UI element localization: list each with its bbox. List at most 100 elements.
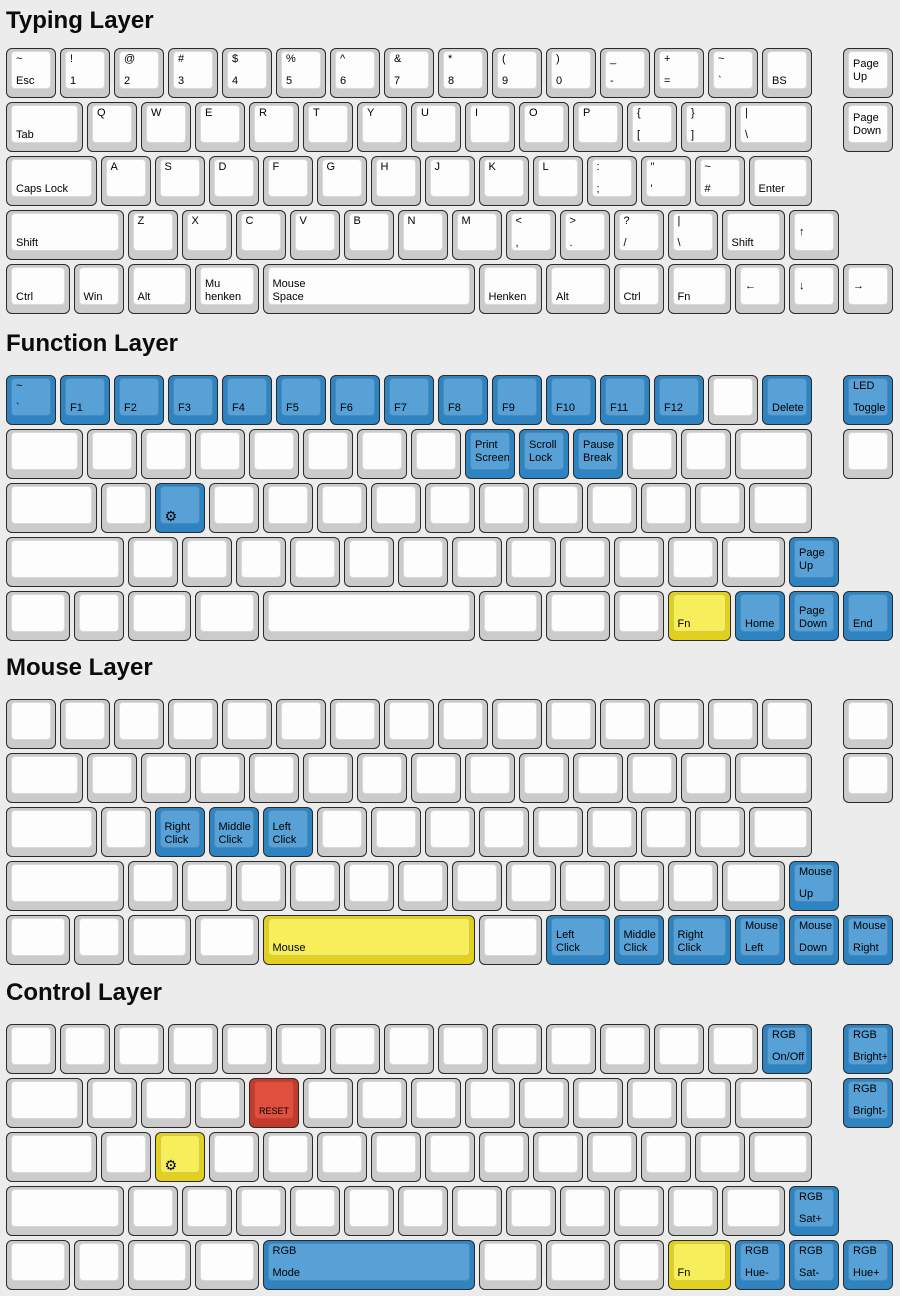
key-blank[interactable]: [222, 1024, 272, 1074]
key-blank[interactable]: [114, 699, 164, 749]
key-blank[interactable]: [532, 1132, 583, 1182]
key-gear[interactable]: ⚙: [154, 483, 205, 533]
key-rgb-mode[interactable]: RGB Mode: [262, 1240, 475, 1290]
key-rgb-sat+[interactable]: RGB Sat+: [789, 1186, 839, 1236]
key-blank[interactable]: [721, 861, 785, 911]
key-blank[interactable]: [735, 1078, 812, 1128]
key-m[interactable]: M: [451, 210, 502, 260]
key-f6[interactable]: F6: [330, 375, 380, 425]
key-blank[interactable]: [249, 429, 299, 479]
key-fn[interactable]: Fn: [667, 264, 731, 314]
key-tilde-grave[interactable]: ~ `: [6, 375, 56, 425]
key-blank[interactable]: [424, 1132, 475, 1182]
key-blank[interactable]: [735, 753, 812, 803]
key-f3[interactable]: F3: [168, 375, 218, 425]
key-blank[interactable]: [411, 1078, 461, 1128]
key-i[interactable]: I: [465, 102, 515, 152]
key-blank[interactable]: [748, 483, 812, 533]
key-pipe-backslash[interactable]: | \: [667, 210, 718, 260]
key-at-2[interactable]: @2: [114, 48, 164, 98]
key-percent-5[interactable]: % 5: [276, 48, 326, 98]
key-f10[interactable]: F10: [546, 375, 596, 425]
key-blank[interactable]: [195, 753, 245, 803]
key-arrow-left[interactable]: ←: [735, 264, 785, 314]
key-blank[interactable]: [708, 375, 758, 425]
key-blank[interactable]: [613, 1186, 664, 1236]
key-rgb-sat[interactable]: RGB Sat-: [789, 1240, 839, 1290]
key-y[interactable]: Y: [357, 102, 407, 152]
key-blank[interactable]: [303, 429, 353, 479]
key-dollar-4[interactable]: $4: [222, 48, 272, 98]
key-exclaim-1[interactable]: ! 1: [60, 48, 110, 98]
key-blank[interactable]: [681, 429, 731, 479]
key-gt-period[interactable]: >.: [559, 210, 610, 260]
key-blank[interactable]: [262, 1132, 313, 1182]
key-fn[interactable]: Fn: [667, 591, 731, 641]
key-blank[interactable]: [316, 807, 367, 857]
key-blank[interactable]: [141, 429, 191, 479]
key-blank[interactable]: [6, 591, 70, 641]
key-r[interactable]: R: [249, 102, 299, 152]
key-blank[interactable]: [181, 537, 232, 587]
key-caret-6[interactable]: ^ 6: [330, 48, 380, 98]
key-blank[interactable]: [546, 591, 610, 641]
key-blank[interactable]: [573, 1078, 623, 1128]
key-rgb-hue[interactable]: RGB Hue-: [735, 1240, 785, 1290]
key-blank[interactable]: [195, 1240, 259, 1290]
key-blank[interactable]: [546, 699, 596, 749]
key-blank[interactable]: [478, 483, 529, 533]
key-left-click[interactable]: Left Click: [546, 915, 610, 965]
key-b[interactable]: B: [343, 210, 394, 260]
key-shift[interactable]: Shift: [6, 210, 124, 260]
key-blank[interactable]: [654, 699, 704, 749]
key-blank[interactable]: [6, 861, 124, 911]
key-j[interactable]: J: [424, 156, 475, 206]
key-blank[interactable]: [330, 1024, 380, 1074]
key-blank[interactable]: [303, 753, 353, 803]
key-shift[interactable]: Shift: [721, 210, 785, 260]
key-blank[interactable]: [357, 429, 407, 479]
key-mouse-left[interactable]: Mouse Left: [735, 915, 785, 965]
key-quote-apostrophe[interactable]: " ': [640, 156, 691, 206]
key-blank[interactable]: [654, 1024, 704, 1074]
key-print-screen[interactable]: Print Screen: [465, 429, 515, 479]
key-blank[interactable]: [6, 1078, 83, 1128]
key-blank[interactable]: [424, 807, 475, 857]
key-blank[interactable]: [87, 1078, 137, 1128]
key-end[interactable]: End: [843, 591, 893, 641]
key-blank[interactable]: [613, 861, 664, 911]
key-home[interactable]: Home: [735, 591, 785, 641]
key-blank[interactable]: [478, 1132, 529, 1182]
key-blank[interactable]: [6, 807, 97, 857]
key-blank[interactable]: [127, 915, 191, 965]
key-blank[interactable]: [478, 591, 542, 641]
key-c[interactable]: C: [235, 210, 286, 260]
key-blank[interactable]: [843, 753, 893, 803]
key-alt[interactable]: Alt: [546, 264, 610, 314]
key-blank[interactable]: [343, 537, 394, 587]
key-z[interactable]: Z: [127, 210, 178, 260]
key-u[interactable]: U: [411, 102, 461, 152]
key-blank[interactable]: [384, 699, 434, 749]
key-led-toggle[interactable]: LED Toggle: [843, 375, 893, 425]
key-blank[interactable]: [600, 699, 650, 749]
key-blank[interactable]: [316, 1132, 367, 1182]
key-h[interactable]: H: [370, 156, 421, 206]
key-q[interactable]: Q: [87, 102, 137, 152]
key-blank[interactable]: [640, 1132, 691, 1182]
key-blank[interactable]: [60, 699, 110, 749]
key-pipe-backslash[interactable]: | \: [735, 102, 812, 152]
key-blank[interactable]: [559, 1186, 610, 1236]
key-blank[interactable]: [357, 1078, 407, 1128]
key-blank[interactable]: [397, 861, 448, 911]
key-blank[interactable]: [424, 483, 475, 533]
key-d[interactable]: D: [208, 156, 259, 206]
key-blank[interactable]: [681, 753, 731, 803]
key-amp-7[interactable]: & 7: [384, 48, 434, 98]
key-reset[interactable]: RESET: [249, 1078, 299, 1128]
key-blank[interactable]: [721, 1186, 785, 1236]
key-blank[interactable]: [6, 915, 70, 965]
key-right-click[interactable]: Right Click: [154, 807, 205, 857]
key-blank[interactable]: [249, 753, 299, 803]
key-blank[interactable]: [397, 537, 448, 587]
